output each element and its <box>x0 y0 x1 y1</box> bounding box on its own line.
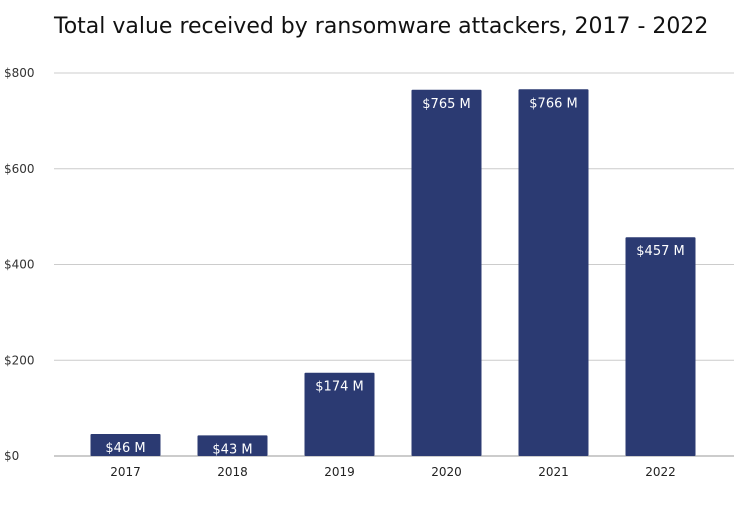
bar-value-label: $766 M <box>529 96 577 111</box>
bars <box>90 89 696 456</box>
bar-value-label: $43 M <box>212 442 252 457</box>
x-tick-label: 2018 <box>217 465 248 479</box>
y-axis-tick-labels: $0 $200 $400 $600 $800 <box>4 66 35 463</box>
bar-2018 <box>197 435 268 456</box>
y-tick-label: $0 <box>4 449 19 463</box>
grid-lines <box>54 72 734 457</box>
x-tick-label: 2017 <box>110 465 141 479</box>
chart-title: Total value received by ransomware attac… <box>54 14 709 39</box>
x-tick-label: 2019 <box>324 465 355 479</box>
bar-2022 <box>625 237 696 456</box>
bar-2019 <box>304 372 375 456</box>
bar-value-label: $46 M <box>105 441 145 456</box>
bar-data-labels: $46 M $43 M $174 M $765 M $766 M $457 M <box>105 96 684 457</box>
bar-2021 <box>518 89 589 456</box>
bar-2017 <box>90 433 161 456</box>
bar-2020 <box>411 89 482 456</box>
x-tick-label: 2020 <box>431 465 462 479</box>
x-tick-label: 2022 <box>645 465 676 479</box>
bar-value-label: $457 M <box>636 244 684 259</box>
y-tick-label: $800 <box>4 66 35 80</box>
y-tick-label: $400 <box>4 258 35 272</box>
y-tick-label: $200 <box>4 353 35 367</box>
bar-value-label: $765 M <box>422 97 470 112</box>
y-tick-label: $600 <box>4 162 35 176</box>
x-tick-label: 2021 <box>538 465 569 479</box>
x-axis-tick-labels: 2017 2018 2019 2020 2021 2022 <box>110 465 676 479</box>
bar-value-label: $174 M <box>315 380 363 395</box>
